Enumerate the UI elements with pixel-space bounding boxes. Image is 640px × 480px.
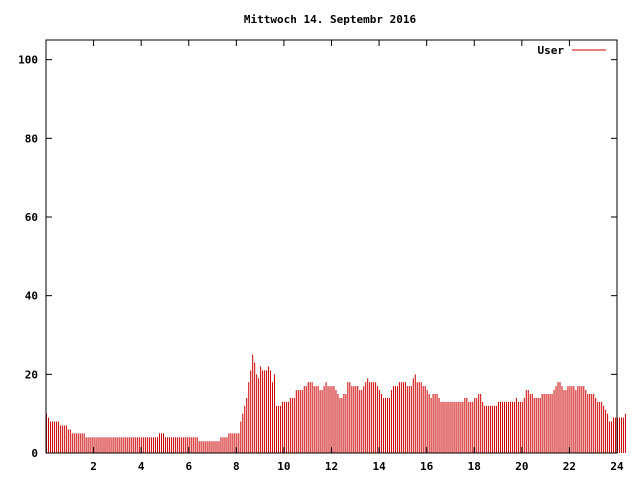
x-tick-label: 8 [233,460,240,473]
y-tick-label: 60 [25,211,38,224]
x-tick-label: 18 [468,460,481,473]
legend-label: User [538,44,565,57]
x-tick-label: 12 [325,460,338,473]
chart-title: Mittwoch 14. Septembr 2016 [244,13,417,26]
x-tick-label: 16 [420,460,434,473]
y-tick-label: 0 [31,447,38,460]
x-tick-label: 24 [610,460,624,473]
y-tick-label: 40 [25,290,38,303]
legend: User [538,44,606,57]
bar-series [46,354,626,453]
x-tick-label: 6 [185,460,192,473]
x-tick-label: 20 [515,460,528,473]
y-tick-label: 100 [18,54,38,67]
x-tick-label: 14 [372,460,386,473]
x-tick-label: 2 [90,460,97,473]
x-tick-label: 10 [277,460,290,473]
y-tick-label: 80 [25,132,38,145]
x-tick-label: 22 [563,460,576,473]
y-tick-label: 20 [25,368,38,381]
x-tick-label: 4 [138,460,145,473]
